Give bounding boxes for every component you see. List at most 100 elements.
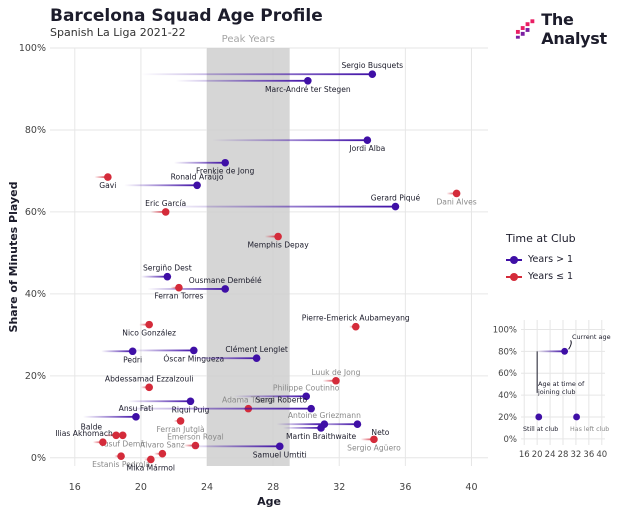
tenure-line xyxy=(104,434,117,437)
player-label: Adama Traoré xyxy=(222,396,275,405)
tenure-line xyxy=(302,423,358,426)
legend-label: Years ≤ 1 xyxy=(528,271,574,282)
x-tick-label: 36 xyxy=(399,482,411,493)
inset-x-tick-label: 20 xyxy=(532,450,543,460)
player-label: Eric García xyxy=(145,199,186,208)
player-point xyxy=(221,285,229,293)
tenure-line xyxy=(446,192,457,195)
player-point xyxy=(99,438,107,447)
tenure-line xyxy=(124,184,198,187)
player-label: Frenkie de Jong xyxy=(196,167,254,176)
player-label: Sergio Busquets xyxy=(341,61,403,70)
tenure-line xyxy=(94,176,108,178)
player-label: Nico González xyxy=(122,329,176,338)
tenure-line xyxy=(139,323,150,326)
player-label: Estanis Pedrola xyxy=(92,460,150,469)
y-tick-label: 60% xyxy=(25,207,46,218)
tenure-line xyxy=(187,445,280,448)
inset-annotation: Age at time of joining club xyxy=(537,380,585,396)
x-tick-label: 28 xyxy=(267,482,279,493)
tenure-line xyxy=(175,79,308,82)
y-tick-label: 80% xyxy=(25,125,46,136)
tenure-line xyxy=(264,235,279,238)
inset-x-tick-label: 36 xyxy=(583,450,594,460)
tenure-line xyxy=(162,205,396,208)
player-label: Sergiño Dest xyxy=(143,264,192,273)
tenure-line xyxy=(140,275,168,278)
inset-y-tick-label: 100% xyxy=(493,325,517,335)
brand-name: The Analyst xyxy=(541,10,607,48)
player-label: Mika Mármol xyxy=(127,463,175,472)
tenure-line xyxy=(276,423,325,426)
inset-annotation-line: joining club xyxy=(537,388,575,396)
player-point xyxy=(176,417,185,425)
player-point xyxy=(221,158,229,167)
player-point xyxy=(368,70,377,79)
legend-title: Time at Club xyxy=(506,232,576,245)
player-label: Ousmane Dembélé xyxy=(189,276,262,285)
player-label: Marc-André ter Stegen xyxy=(265,85,351,94)
player-label: Abdessamad Ezzalzouli xyxy=(105,374,194,383)
player-label: Clément Lenglet xyxy=(225,345,288,354)
inset-annotation: Current age xyxy=(572,333,611,341)
player-point xyxy=(189,346,198,355)
x-tick-label: 40 xyxy=(465,482,477,493)
player-point xyxy=(112,431,120,440)
player-point xyxy=(317,424,325,432)
player-point xyxy=(132,413,140,421)
tenure-line xyxy=(322,379,336,382)
player-point xyxy=(145,320,153,329)
player-label: Ronald Araújo xyxy=(171,172,224,181)
tenure-line xyxy=(360,438,374,441)
player-point xyxy=(145,383,153,392)
y-tick-label: 40% xyxy=(25,289,46,300)
player-label: Pierre-Emerick Aubameyang xyxy=(302,314,410,323)
tenure-line xyxy=(233,395,307,398)
player-point xyxy=(391,202,400,211)
tenure-line xyxy=(140,386,150,389)
player-label: Sergi Roberto xyxy=(255,396,307,405)
peak-years-label: Peak Years xyxy=(222,34,275,45)
player-point xyxy=(163,272,172,281)
inset-y-tick-label: 0% xyxy=(504,435,518,445)
inset-x-tick-label: 24 xyxy=(545,450,556,460)
inset-y-tick-label: 40% xyxy=(498,391,517,401)
inset-x-tick-label: 16 xyxy=(519,450,530,460)
player-point xyxy=(307,404,315,413)
player-point xyxy=(147,455,155,464)
player-label: Pedri xyxy=(123,355,142,364)
inset-x-tick-label: 28 xyxy=(558,450,569,460)
inset-y-tick-label: 80% xyxy=(498,347,517,357)
player-point xyxy=(175,283,183,292)
legend-item-years-under-1: Years ≤ 1 xyxy=(506,268,576,285)
brand-logo: The Analyst xyxy=(514,10,641,48)
player-label: Memphis Depay xyxy=(247,241,309,250)
player-label: Yusuf Demir xyxy=(99,439,146,448)
page-subtitle: Spanish La Liga 2021-22 xyxy=(50,26,186,39)
x-tick-label: 20 xyxy=(135,482,147,493)
purple-dot-icon xyxy=(506,255,522,265)
tenure-line xyxy=(170,286,179,289)
player-point xyxy=(161,208,170,216)
brand-mark-icon xyxy=(515,19,535,39)
player-point xyxy=(117,452,125,460)
inset-x-tick-label: 40 xyxy=(596,450,607,460)
tenure-line xyxy=(211,139,368,142)
player-label: Ferran Jutglà xyxy=(156,425,204,434)
player-point xyxy=(118,431,127,440)
player-point xyxy=(353,420,362,429)
player-point xyxy=(186,397,195,406)
tenure-line xyxy=(140,73,373,76)
inset-y-tick-label: 60% xyxy=(498,369,517,379)
player-label: Riqui Puig xyxy=(172,405,210,414)
y-tick-label: 100% xyxy=(19,43,46,54)
player-label: Balde xyxy=(81,422,103,431)
x-tick-label: 24 xyxy=(201,482,213,493)
tenure-line xyxy=(132,349,194,352)
inset-point xyxy=(561,347,569,355)
player-label: Gerard Piqué xyxy=(371,194,421,203)
inset-annotation: Has left club xyxy=(570,426,609,433)
inset-arrow xyxy=(568,340,572,350)
y-axis-title: Share of Minutes Played xyxy=(7,182,20,333)
